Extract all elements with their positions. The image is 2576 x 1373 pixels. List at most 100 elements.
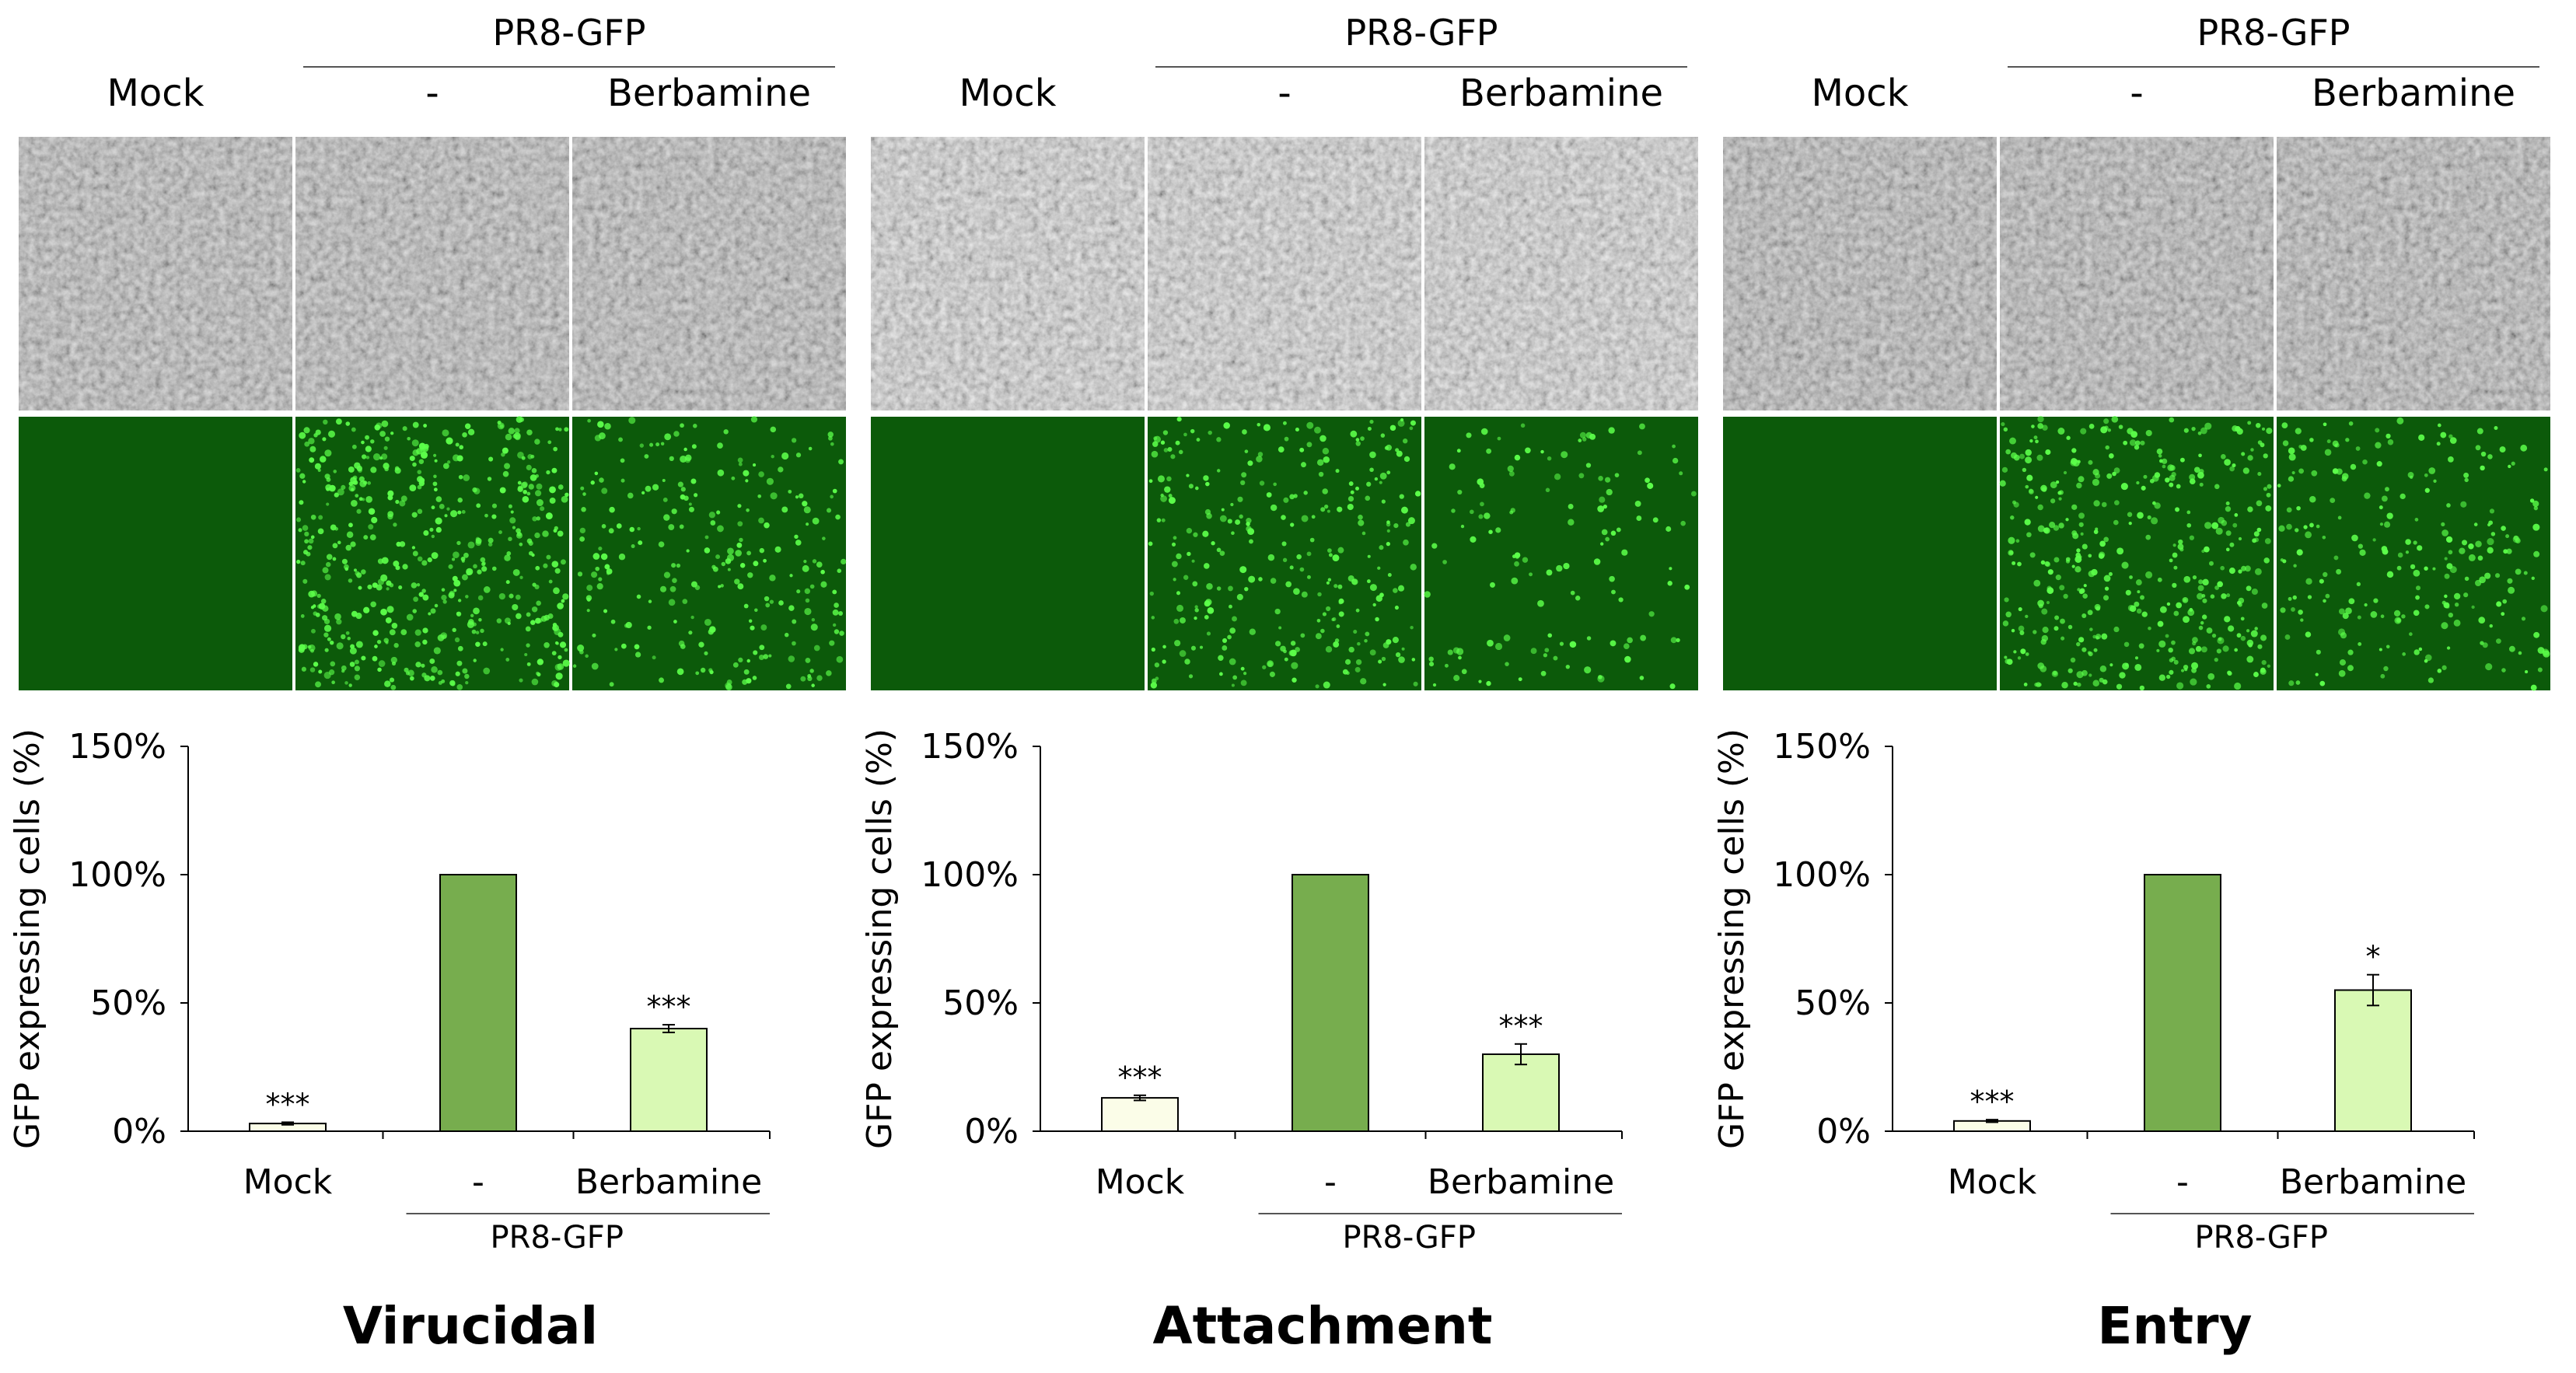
gfp-cell-dot [802,564,809,572]
gfp-cell-dot [2291,470,2295,475]
gfp-cell-dot [557,655,562,660]
gfp-cell-dot [800,676,806,682]
gfp-cell-dot [1207,606,1215,614]
gfp-cell-dot [1178,449,1183,455]
gfp-cell-dot [2074,566,2081,573]
gfp-cell-dot [746,508,750,512]
gfp-cell-dot [2405,550,2410,554]
gfp-cell-dot [2092,634,2096,639]
gfp-cell-dot [1337,547,1344,554]
gfp-cell-dot [2445,536,2453,543]
gfp-cell-dot [599,477,604,483]
gfp-image [2277,417,2550,690]
gfp-cell-dot [639,443,645,448]
gfp-cell-dot [2073,681,2078,686]
gfp-cell-dot [1204,614,1209,620]
gfp-cell-dot [618,554,626,561]
gfp-cell-dot [2417,545,2423,551]
gfp-cell-dot [1495,527,1501,533]
gfp-cell-dot [310,514,316,520]
gfp-cell-dot [2154,502,2161,509]
gfp-cell-dot [2169,558,2173,563]
gfp-cell-dot [2113,467,2120,474]
gfp-cell-dot [2058,522,2064,529]
gfp-cell-dot [2250,630,2258,638]
gfp-cell-dot [2099,666,2107,673]
brightfield-texture [572,137,846,411]
gfp-cells [2277,417,2550,691]
gfp-cell-dot [764,596,770,602]
gfp-cell-dot [2342,613,2349,620]
gfp-cell-dot [1301,462,1306,468]
gfp-cell-dot [516,613,522,620]
gfp-cell-dot [2337,515,2342,520]
gfp-cell-dot [1395,652,1401,658]
gfp-cell-dot [2280,607,2286,613]
gfp-cell-dot [313,611,318,616]
gfp-cell-dot [504,554,511,561]
gfp-cell-dot [669,585,676,592]
gfp-cell-dot [2396,617,2401,623]
gfp-cell-dot [1196,438,1201,442]
gfp-cell-dot [763,654,769,659]
gfp-cell-dot [1176,591,1181,596]
gfp-cell-dot [2173,565,2178,570]
gfp-cell-dot [1494,642,1503,651]
gfp-cell-dot [1378,659,1382,664]
gfp-cell-dot [2159,606,2167,613]
gfp-cell-dot [1176,553,1182,560]
gfp-cell-dot [460,557,466,561]
gfp-cell-dot [498,592,505,600]
gfp-cell-dot [2236,428,2243,435]
gfp-cell-dot [2508,586,2515,594]
gfp-cell-dot [577,644,585,652]
gfp-cell-dot [1369,649,1376,656]
gfp-cell-dot [1364,638,1368,643]
gfp-cell-dot [411,512,418,518]
gfp-cell-dot [497,421,502,425]
gfp-cell-dot [1291,677,1297,683]
gfp-cell-dot [820,581,827,588]
gfp-cell-dot [2309,496,2316,503]
gfp-cell-dot [1231,683,1235,687]
gfp-cell-dot [652,655,656,660]
gfp-cell-dot [1529,572,1533,577]
gfp-cell-dot [2501,612,2505,617]
gfp-cell-dot [2410,475,2413,479]
gfp-cell-dot [2515,568,2522,575]
gfp-cell-dot [1672,457,1679,464]
gfp-cell-dot [737,457,743,463]
gfp-cell-dot [2081,613,2087,619]
gfp-cell-dot [1211,541,1215,546]
gfp-cell-dot [2039,665,2047,673]
gfp-cell-dot [358,497,363,501]
gfp-cell-dot [322,605,329,612]
gfp-cell-dot [2215,527,2223,535]
gfp-cell-dot [1355,608,1360,613]
y-tick-label: 50% [1795,983,1871,1023]
gfp-cell-dot [1240,680,1247,686]
gfp-cell-dot [456,612,460,616]
gfp-cell-dot [591,662,599,670]
gfp-cell-dot [422,627,428,634]
gfp-cell-dot [365,445,372,452]
gfp-cell-dot [586,609,590,613]
gfp-cell-dot [2206,627,2213,634]
gfp-cell-dot [2088,424,2095,429]
gfp-cell-dot [429,675,435,681]
gfp-cell-dot [457,645,463,652]
gfp-cell-dot [1530,648,1537,655]
gfp-cell-dot [1151,678,1157,684]
gfp-cell-dot [715,554,720,560]
gfp-cell-dot [2037,423,2043,429]
gfp-cell-dot [2018,625,2025,632]
gfp-cell-dot [2441,665,2447,670]
gfp-cell-dot [704,535,709,540]
gfp-cell-dot [2295,528,2299,533]
gfp-cell-dot [2189,473,2196,480]
gfp-cell-dot [641,491,645,494]
gfp-cell-dot [1665,526,1672,532]
gfp-cell-dot [788,489,792,494]
